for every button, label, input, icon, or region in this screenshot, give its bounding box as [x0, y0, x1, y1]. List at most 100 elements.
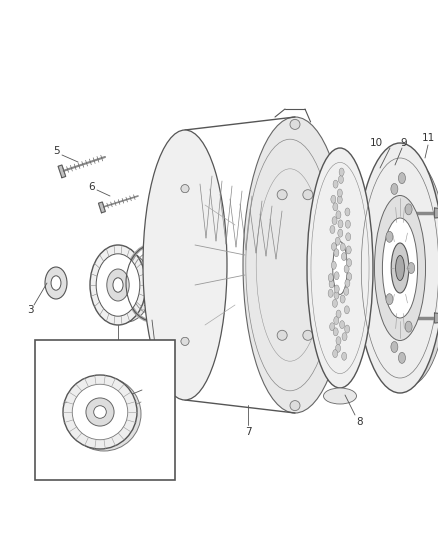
Ellipse shape	[334, 317, 339, 325]
Circle shape	[181, 337, 189, 345]
Polygon shape	[434, 313, 438, 323]
Ellipse shape	[340, 243, 345, 251]
Ellipse shape	[333, 241, 347, 294]
Ellipse shape	[332, 350, 338, 358]
Text: 5: 5	[54, 146, 60, 156]
Ellipse shape	[334, 249, 339, 257]
Ellipse shape	[113, 278, 123, 292]
Circle shape	[181, 337, 189, 345]
Ellipse shape	[331, 195, 336, 203]
Text: 4: 4	[155, 347, 161, 357]
Ellipse shape	[346, 259, 352, 266]
Ellipse shape	[346, 220, 350, 228]
Ellipse shape	[329, 280, 334, 288]
Ellipse shape	[356, 143, 438, 393]
Ellipse shape	[345, 208, 350, 216]
Ellipse shape	[107, 269, 129, 301]
Ellipse shape	[344, 287, 349, 295]
Text: 11: 11	[421, 133, 434, 143]
Ellipse shape	[330, 225, 335, 233]
Ellipse shape	[346, 273, 352, 281]
Ellipse shape	[391, 342, 398, 352]
Ellipse shape	[408, 262, 415, 273]
Ellipse shape	[338, 229, 343, 237]
Bar	[35, 340, 175, 480]
Ellipse shape	[334, 272, 339, 280]
Ellipse shape	[332, 243, 336, 251]
Ellipse shape	[391, 183, 398, 195]
Ellipse shape	[345, 279, 350, 287]
Ellipse shape	[324, 388, 357, 404]
Ellipse shape	[340, 295, 345, 303]
Ellipse shape	[336, 310, 341, 318]
Ellipse shape	[386, 294, 393, 305]
Text: 8: 8	[357, 417, 363, 427]
Ellipse shape	[307, 148, 373, 388]
Ellipse shape	[101, 252, 151, 322]
Ellipse shape	[335, 237, 340, 245]
Ellipse shape	[337, 189, 343, 197]
Ellipse shape	[332, 216, 337, 224]
Ellipse shape	[86, 398, 114, 426]
Circle shape	[181, 184, 189, 192]
Polygon shape	[434, 208, 438, 218]
Ellipse shape	[328, 289, 333, 297]
Ellipse shape	[399, 352, 406, 364]
Ellipse shape	[332, 300, 337, 308]
Ellipse shape	[344, 265, 349, 273]
Text: 7: 7	[245, 427, 251, 437]
Ellipse shape	[333, 328, 338, 336]
Ellipse shape	[338, 220, 343, 228]
Ellipse shape	[67, 377, 141, 451]
Text: 6: 6	[88, 182, 95, 192]
Ellipse shape	[342, 352, 346, 360]
Ellipse shape	[333, 203, 338, 211]
Ellipse shape	[339, 175, 343, 183]
Ellipse shape	[405, 204, 412, 215]
Ellipse shape	[331, 261, 336, 269]
Ellipse shape	[334, 291, 339, 299]
Circle shape	[290, 401, 300, 410]
Ellipse shape	[345, 325, 350, 333]
Ellipse shape	[330, 323, 335, 331]
Ellipse shape	[342, 333, 347, 341]
Ellipse shape	[336, 337, 341, 345]
Ellipse shape	[337, 196, 342, 204]
Polygon shape	[58, 165, 66, 177]
Polygon shape	[99, 202, 105, 213]
Ellipse shape	[333, 180, 338, 188]
Ellipse shape	[72, 384, 128, 440]
Ellipse shape	[342, 253, 346, 261]
Ellipse shape	[94, 406, 106, 418]
Ellipse shape	[367, 156, 438, 386]
Ellipse shape	[51, 276, 61, 290]
Text: 10: 10	[369, 138, 382, 148]
Ellipse shape	[243, 117, 347, 413]
Ellipse shape	[328, 274, 333, 282]
Ellipse shape	[396, 255, 404, 280]
Ellipse shape	[346, 233, 351, 241]
Circle shape	[277, 190, 287, 200]
Ellipse shape	[339, 321, 345, 329]
Text: 9: 9	[401, 138, 407, 148]
Ellipse shape	[344, 306, 350, 314]
Ellipse shape	[143, 130, 227, 400]
Ellipse shape	[45, 267, 67, 299]
Ellipse shape	[90, 245, 146, 325]
Ellipse shape	[336, 344, 340, 352]
Ellipse shape	[399, 173, 406, 184]
Circle shape	[181, 184, 189, 192]
Text: 2: 2	[144, 382, 150, 392]
Ellipse shape	[382, 218, 417, 318]
Ellipse shape	[391, 243, 409, 293]
Ellipse shape	[63, 375, 137, 449]
Ellipse shape	[405, 321, 412, 332]
Ellipse shape	[386, 231, 393, 243]
Circle shape	[290, 119, 300, 130]
Ellipse shape	[346, 246, 351, 254]
Circle shape	[303, 330, 313, 340]
Ellipse shape	[374, 196, 426, 341]
Ellipse shape	[339, 168, 344, 176]
Text: 1: 1	[115, 353, 121, 363]
Ellipse shape	[334, 285, 339, 293]
